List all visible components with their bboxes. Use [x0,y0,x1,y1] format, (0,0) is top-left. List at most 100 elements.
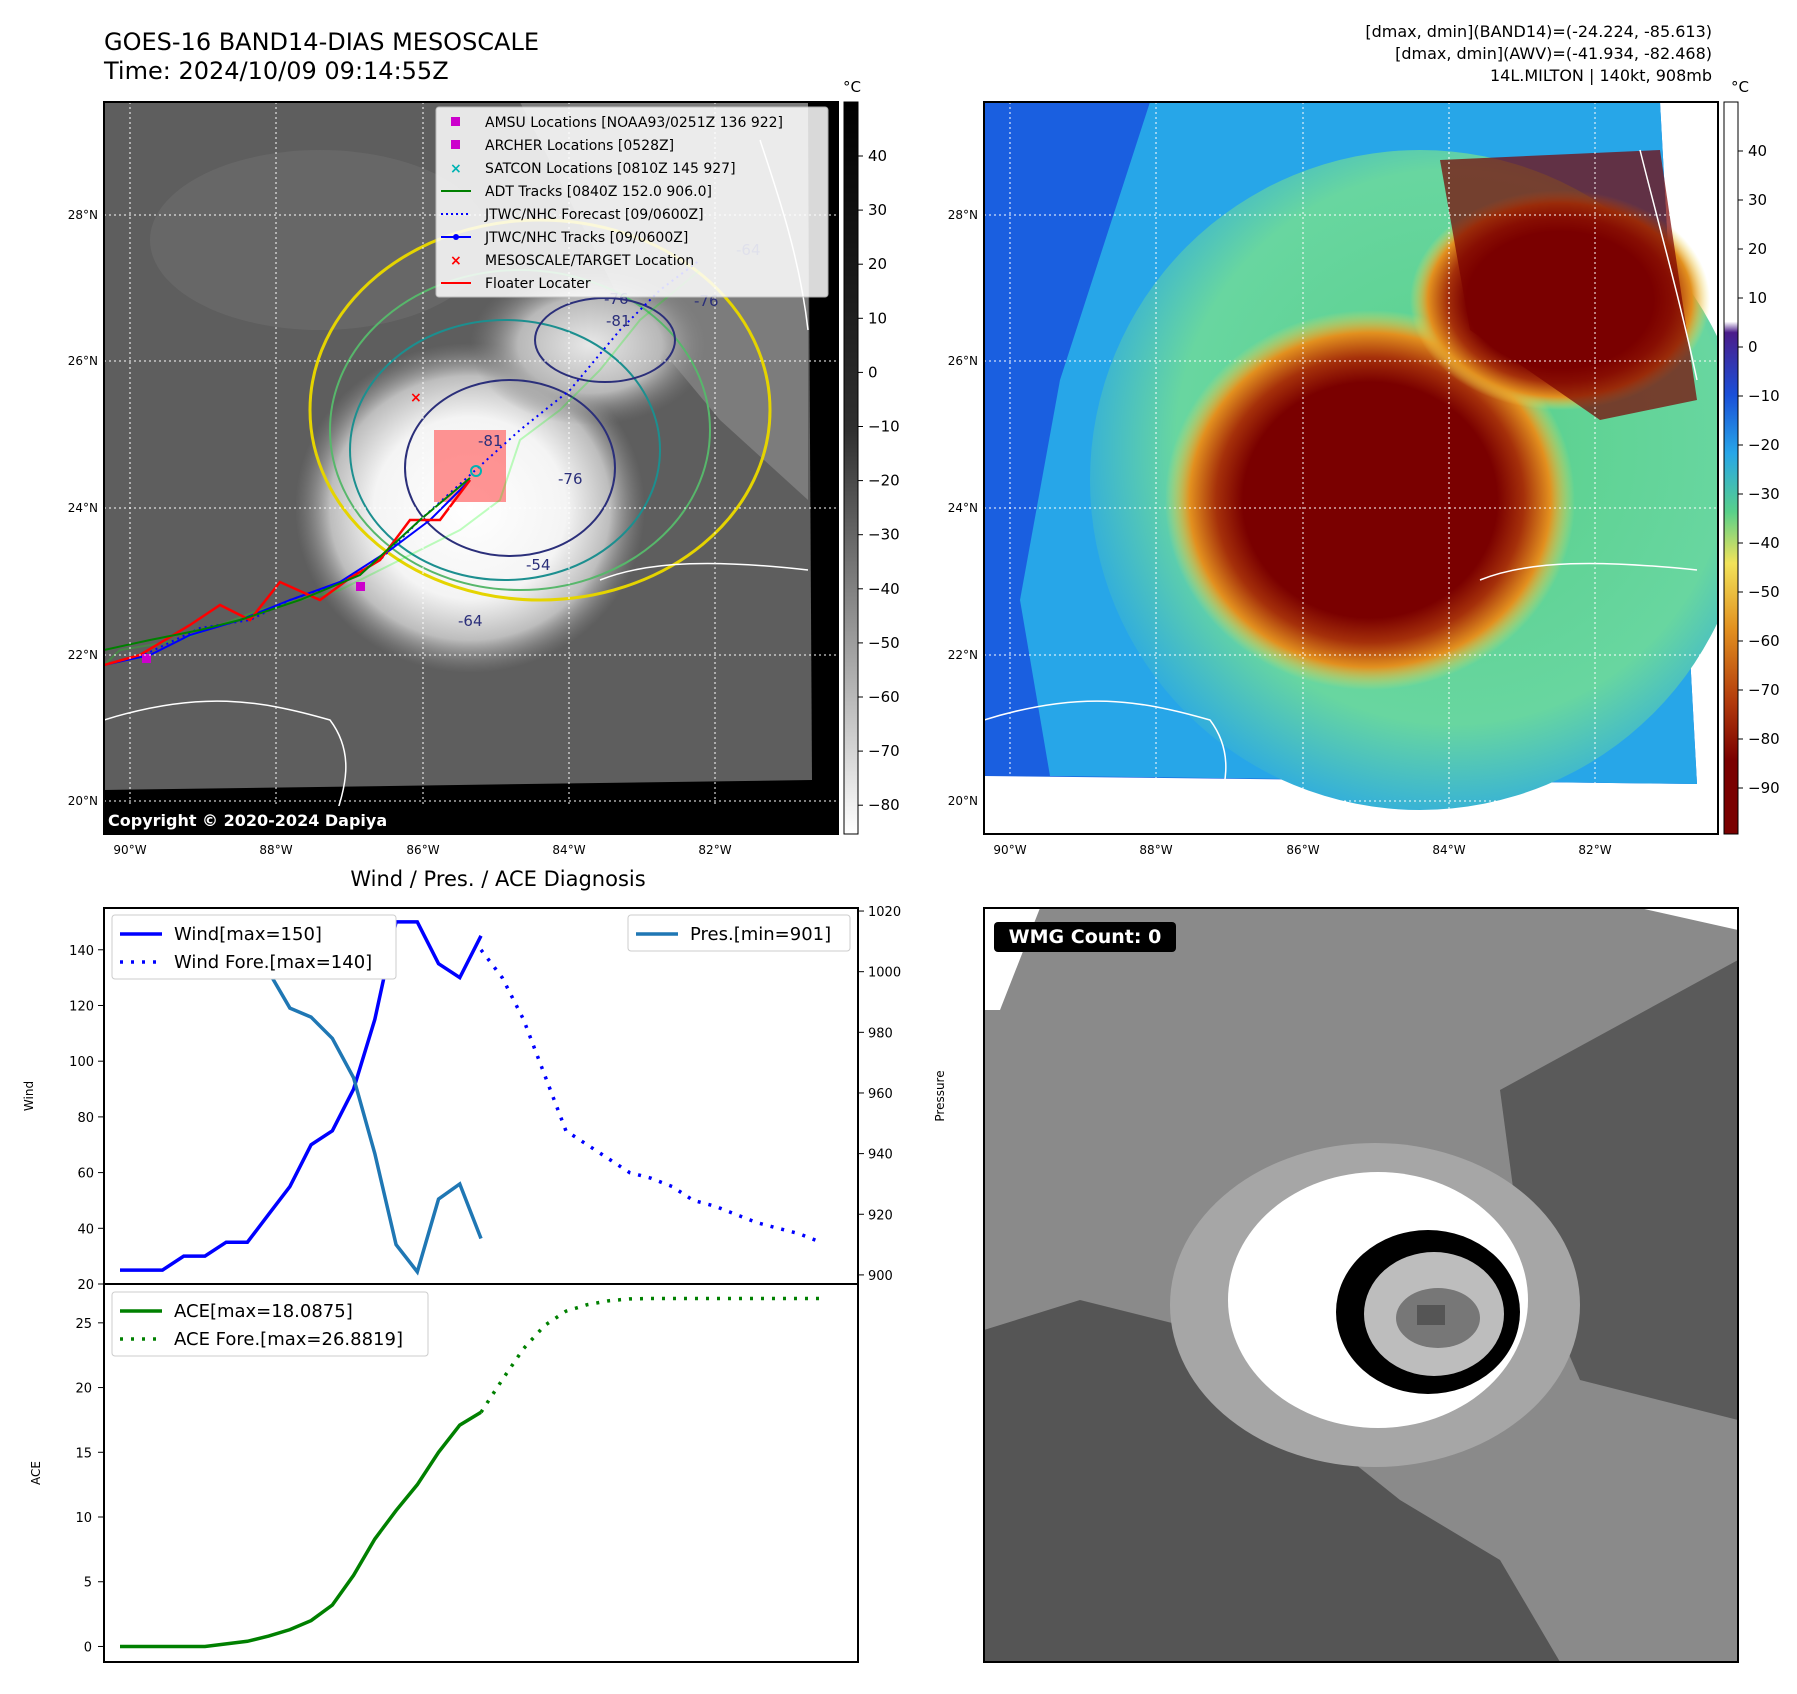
amsu-marker [142,654,151,663]
colorbar-tick-label: 0 [868,363,878,381]
wmg-dark-south [984,1300,1560,1662]
floater-track [104,479,471,667]
colorbar-tick-label: −50 [868,634,900,652]
colorbar-tick-label: −30 [868,526,900,544]
storm-info: 14L.MILTON | 140kt, 908mb [1490,66,1712,85]
lat-tick-label: 20°N [948,794,978,808]
legend-entry: ADT Tracks [0840Z 152.0 906.0] [485,184,712,200]
legend-label: Wind Fore.[max=140] [174,952,372,973]
awv-colorbar: °C 40 30 20 10 0 −10 −20 −30 −40 −50 −60 −70 −80 −90 [1723,78,1780,835]
wind-axis-label: Wind [22,1081,36,1111]
wind-pressure-chart: 140 120 100 80 60 40 20 1020 1000 980 960 940 920 900… [22,905,947,1293]
legend-label: Pres.[min=901] [690,924,831,945]
ace-legend: ACE[max=18.0875] ACE Fore.[max=26.8819] [111,1291,429,1357]
awv-colorbar-ticks: 40 30 20 10 0 −10 −20 −30 −40 −50 −60 −70 −80 −90 [1738,142,1780,797]
legend-marker-x: × [450,253,462,269]
band14-range: [dmax, dmin](BAND14)=(-24.224, -85.613) [1365,22,1712,41]
ace-tick-label: 15 [75,1446,92,1461]
pressure-tick-label: 900 [868,1269,893,1284]
ir-band [150,150,490,330]
colorbar-tick-label: −70 [1748,681,1780,699]
lon-tick-label: 88°W [1139,843,1172,857]
legend-box [435,106,829,298]
lat-tick-label: 20°N [68,794,98,808]
colorbar-tick-label: −40 [1748,534,1780,552]
lat-tick-label: 22°N [68,648,98,662]
legend-entry: ARCHER Locations [0528Z] [485,138,674,154]
ir-axis-ticks: 28°N 26°N 24°N 22°N 20°N 90°W 88°W 86°W 84°W 82°W [68,208,732,857]
pressure-tick-label: 1000 [868,966,901,981]
colorbar-tick-label: 40 [868,147,887,165]
target-marker: × [410,390,422,406]
legend-entry: Floater Locater [485,276,591,292]
legend-label: Wind[max=150] [174,924,322,945]
jtwc-track [104,479,471,666]
pressure-tick-label: 960 [868,1087,893,1102]
ir-map-frame [103,101,839,835]
lat-tick-label: 26°N [68,354,98,368]
lat-tick-label: 26°N [948,354,978,368]
colorbar-tick-label: −10 [1748,387,1780,405]
colorbar-tick-label: 30 [868,201,887,219]
wind-tick-label: 60 [77,1167,94,1182]
cuba-coast [599,562,809,581]
ace-tick-label: 20 [75,1382,92,1397]
colorbar-tick-label: 0 [1748,338,1758,356]
awv-cuba-coast [1479,562,1698,581]
lat-tick-label: 28°N [68,208,98,222]
copyright-bar [104,806,838,834]
wmg-count-label: WMG Count: 0 [1009,926,1162,948]
colorbar-tick-label: −60 [1748,632,1780,650]
awv-range: [dmax, dmin](AWV)=(-41.934, -82.468) [1395,44,1712,63]
colorbar-tick-label: −80 [1748,730,1780,748]
wind-legend: Wind[max=150] Wind Fore.[max=140] [111,914,397,980]
wmg-white-corner-right [1640,908,1738,930]
colorbar-tick-label: −20 [1748,436,1780,454]
figure-time: Time: 2024/10/09 09:14:55Z [103,57,449,85]
contour-label: -81 [478,432,503,450]
wind-ticks: 140 120 100 80 60 40 20 1020 1000 980 960 940 920 900 [69,905,901,1293]
lon-tick-label: 90°W [113,843,146,857]
awv-colorbar-unit: °C [1731,78,1749,96]
colorbar-tick-label: −10 [868,418,900,436]
lat-tick-label: 28°N [948,208,978,222]
wind-tick-label: 40 [77,1222,94,1237]
legend-entry: SATCON Locations [0810Z 145 927] [485,161,736,177]
colorbar-tick-label: −40 [868,580,900,598]
ir-colorbar-ticks: 40 30 20 10 0 −10 −20 −30 −40 −50 −60 −70 −80 [858,147,900,814]
legend-label: ACE Fore.[max=26.8819] [174,1329,403,1350]
pressure-tick-label: 940 [868,1148,893,1163]
ir-colorbar: °C 40 30 20 10 0 −10 −20 −30 −40 −50 −60 −70 −80 [843,78,900,835]
lon-tick-label: 82°W [698,843,731,857]
colorbar-tick-label: −50 [1748,583,1780,601]
lat-tick-label: 22°N [948,648,978,662]
wind-tick-label: 20 [77,1278,94,1293]
awv-dry-slot [1440,150,1697,420]
awv-map-frame [983,101,1719,835]
legend-entry: JTWC/NHC Forecast [09/0600Z] [484,207,704,223]
contour-label: -76 [558,470,583,488]
contour-teal [349,319,661,581]
jtwc-forecast-track [104,259,701,666]
legend-entry: AMSU Locations [NOAA93/0251Z 136 922] [485,115,783,131]
lon-tick-label: 88°W [259,843,292,857]
colorbar-tick-label: −20 [868,472,900,490]
pressure-tick-label: 980 [868,1026,893,1041]
legend-marker-dot [453,234,459,240]
awv-colorbar-bar [1723,101,1739,835]
lon-tick-label: 82°W [1578,843,1611,857]
lon-tick-label: 84°W [552,843,585,857]
pressure-tick-label: 1020 [868,905,901,920]
wmg-panel: WMG Count: 0 [983,907,1739,1663]
colorbar-tick-label: 10 [868,309,887,327]
lat-tick-label: 24°N [948,501,978,515]
wind-tick-label: 80 [77,1111,94,1126]
track-legend: AMSU Locations [NOAA93/0251Z 136 922] ARC… [435,106,829,298]
awv-map-panel: 28°N 26°N 24°N 22°N 20°N 90°W 88°W 86°W 84°W 82°W [948,101,1719,857]
awv-gridlines [984,102,1718,834]
ir-map-panel: × Copyright © 2020-2024 Dapiya -64 -76 -81… [68,101,839,857]
ace-series-line [120,1410,482,1649]
ace-tick-label: 0 [84,1640,92,1655]
